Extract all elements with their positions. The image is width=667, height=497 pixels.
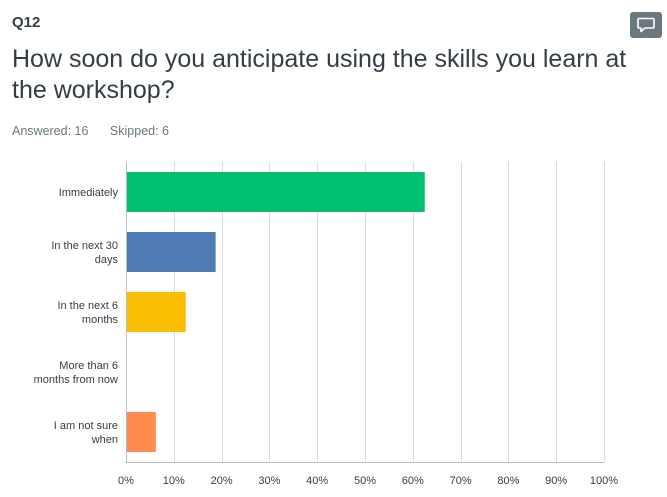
x-tick-label: 50% bbox=[354, 475, 376, 487]
x-tick-label: 40% bbox=[306, 475, 328, 487]
comment-icon bbox=[637, 17, 655, 33]
question-title: How soon do you anticipate using the ski… bbox=[12, 45, 627, 104]
answered-count: Answered: 16 bbox=[12, 124, 89, 138]
category-label: Immediately bbox=[59, 187, 119, 199]
x-tick-label: 20% bbox=[211, 475, 233, 487]
bar bbox=[127, 412, 156, 452]
bar bbox=[127, 292, 186, 332]
x-tick-label: 0% bbox=[118, 475, 134, 487]
bar bbox=[127, 172, 425, 212]
x-tick-label: 70% bbox=[450, 475, 472, 487]
bar bbox=[127, 232, 216, 272]
question-number: Q12 bbox=[12, 14, 41, 31]
category-label: In the next 6 months bbox=[57, 300, 118, 326]
x-tick-label: 100% bbox=[590, 475, 618, 487]
x-tick-label: 80% bbox=[497, 475, 519, 487]
x-tick-label: 10% bbox=[163, 475, 185, 487]
x-tick-label: 90% bbox=[545, 475, 567, 487]
skipped-count: Skipped: 6 bbox=[109, 124, 169, 138]
response-stats: Answered: 16 Skipped: 6 bbox=[12, 124, 169, 138]
comment-button[interactable] bbox=[630, 12, 662, 38]
category-label: More than 6 months from now bbox=[34, 360, 118, 386]
x-tick-label: 60% bbox=[402, 475, 424, 487]
category-label: I am not sure when bbox=[54, 420, 118, 446]
category-label: In the next 30 days bbox=[51, 240, 118, 266]
x-tick-label: 30% bbox=[258, 475, 280, 487]
